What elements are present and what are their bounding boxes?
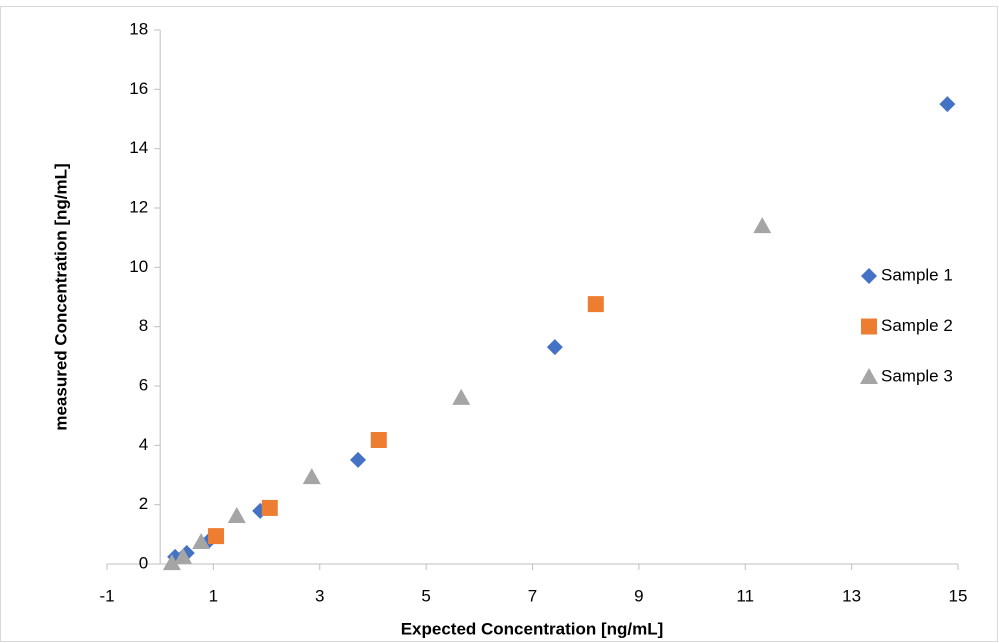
x-tick-label: -1	[99, 586, 114, 605]
marker-triangle	[452, 388, 471, 405]
legend-label: Sample 3	[881, 366, 953, 385]
y-tick-label: 8	[139, 316, 148, 335]
x-tick-label: 7	[528, 586, 537, 605]
y-tick-label: 2	[139, 494, 148, 513]
x-tick-label: 3	[315, 586, 324, 605]
legend-label: Sample 2	[881, 316, 953, 335]
y-tick-label: 10	[129, 257, 148, 276]
legend-label: Sample 1	[881, 265, 953, 284]
x-tick-label: 11	[736, 586, 754, 605]
marker-diamond	[939, 96, 956, 113]
marker-square	[587, 296, 604, 313]
marker-triangle	[162, 554, 181, 571]
y-tick-label: 18	[129, 19, 148, 38]
x-tick-label: 5	[421, 586, 430, 605]
x-tick-label: 9	[634, 586, 643, 605]
y-tick-label: 14	[129, 138, 148, 157]
marker-triangle	[302, 468, 321, 485]
marker-diamond	[861, 268, 877, 284]
x-axis-title: Expected Concentration [ng/mL]	[401, 619, 664, 638]
marker-square	[370, 431, 387, 448]
marker-square	[261, 499, 278, 516]
marker-triangle	[192, 533, 211, 550]
y-axis-title: measured Concentration [ng/mL]	[51, 163, 70, 430]
marker-square	[208, 528, 225, 545]
y-tick-label: 16	[129, 79, 148, 98]
marker-triangle	[227, 506, 246, 523]
y-tick-label: 4	[139, 435, 148, 454]
x-tick-label: 13	[842, 586, 861, 605]
y-tick-label: 12	[129, 197, 148, 216]
x-tick-label: 1	[209, 586, 218, 605]
marker-triangle	[174, 547, 193, 564]
marker-triangle	[860, 368, 878, 384]
marker-triangle	[753, 217, 772, 234]
x-tick-label: 15	[949, 586, 968, 605]
marker-diamond	[546, 339, 563, 356]
marker-diamond	[350, 451, 367, 468]
chart-border	[0, 6, 998, 642]
marker-square	[861, 318, 877, 335]
y-tick-label: 0	[139, 553, 148, 572]
y-tick-label: 6	[139, 375, 148, 394]
